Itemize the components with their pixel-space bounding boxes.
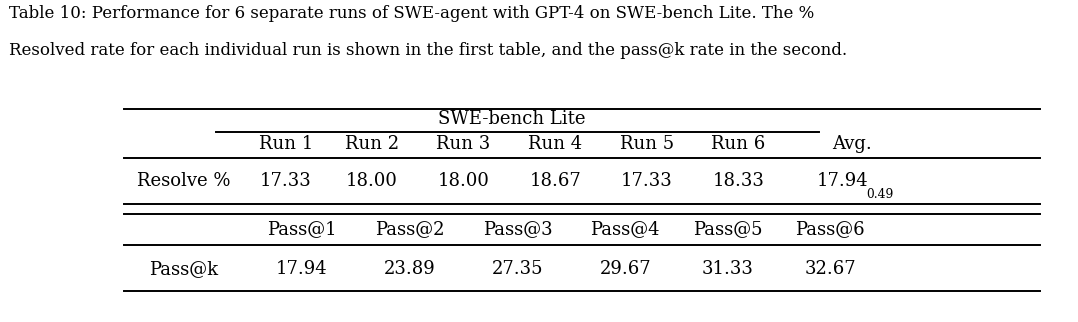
Text: Pass@6: Pass@6 xyxy=(796,220,865,238)
Text: 18.33: 18.33 xyxy=(713,172,764,190)
Text: Pass@k: Pass@k xyxy=(149,260,218,278)
Text: Run 1: Run 1 xyxy=(259,135,313,153)
Text: Pass@3: Pass@3 xyxy=(483,220,552,238)
Text: SWE-bench Lite: SWE-bench Lite xyxy=(439,110,585,128)
Text: 29.67: 29.67 xyxy=(599,260,651,278)
Text: Pass@2: Pass@2 xyxy=(375,220,444,238)
Text: 23.89: 23.89 xyxy=(384,260,436,278)
Text: Resolved rate for each individual run is shown in the first table, and the pass@: Resolved rate for each individual run is… xyxy=(9,42,846,59)
Text: Pass@4: Pass@4 xyxy=(591,220,660,238)
Text: Run 6: Run 6 xyxy=(711,135,765,153)
Text: Run 5: Run 5 xyxy=(620,135,674,153)
Text: 17.94: 17.94 xyxy=(817,172,869,190)
Text: 32.67: 32.67 xyxy=(804,260,856,278)
Text: 17.33: 17.33 xyxy=(260,172,312,190)
Text: 17.33: 17.33 xyxy=(621,172,673,190)
Text: 18.00: 18.00 xyxy=(346,172,398,190)
Text: 18.67: 18.67 xyxy=(529,172,581,190)
Text: Pass@1: Pass@1 xyxy=(267,220,336,238)
Text: Avg.: Avg. xyxy=(832,135,871,153)
Text: Resolve %: Resolve % xyxy=(137,172,230,190)
Text: 27.35: 27.35 xyxy=(492,260,543,278)
Text: 17.94: 17.94 xyxy=(276,260,328,278)
Text: Table 10: Performance for 6 separate runs of SWE-agent with GPT-4 on SWE-bench L: Table 10: Performance for 6 separate run… xyxy=(9,5,814,22)
Text: Pass@5: Pass@5 xyxy=(693,220,762,238)
Text: 18.00: 18.00 xyxy=(438,172,489,190)
Text: 31.33: 31.33 xyxy=(702,260,754,278)
Text: 0.49: 0.49 xyxy=(866,188,894,201)
Text: Run 3: Run 3 xyxy=(437,135,490,153)
Text: Run 2: Run 2 xyxy=(345,135,399,153)
Text: Run 4: Run 4 xyxy=(528,135,582,153)
